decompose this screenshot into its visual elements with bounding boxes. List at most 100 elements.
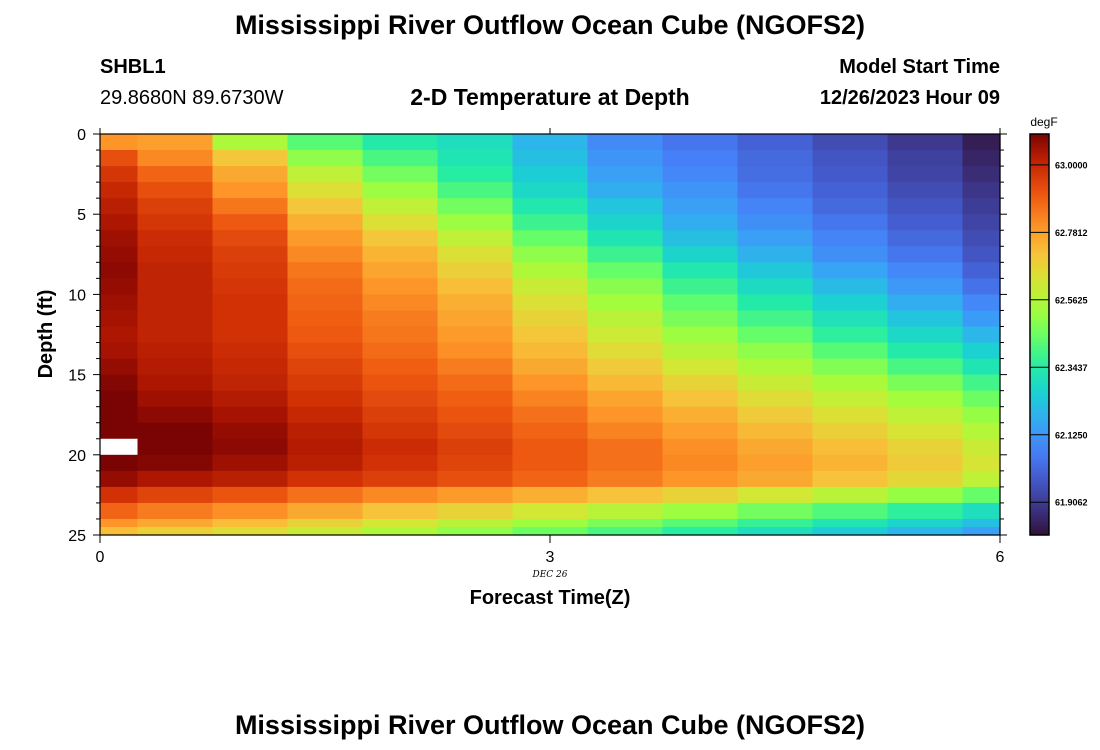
heatmap-cell	[137, 150, 214, 167]
heatmap-cell	[100, 486, 139, 504]
heatmap-cell	[287, 230, 364, 247]
heatmap-cell	[100, 422, 139, 440]
heatmap-cell	[212, 278, 289, 295]
heatmap-cell	[887, 246, 964, 263]
heatmap-cell	[662, 294, 739, 312]
heatmap-cell	[587, 454, 664, 472]
heatmap-cell	[287, 294, 364, 312]
heatmap-cell	[737, 326, 814, 344]
heatmap-cell	[812, 518, 889, 528]
heatmap-cell	[212, 326, 289, 344]
colorbar-tick-label: 61.9062	[1055, 498, 1088, 508]
heatmap-cell	[737, 454, 814, 472]
colorbar-tick-label: 62.3437	[1055, 363, 1088, 373]
heatmap-cell	[362, 182, 439, 199]
heatmap-cell	[437, 390, 514, 408]
heatmap-cell	[662, 278, 739, 295]
heatmap-cell	[437, 518, 514, 528]
y-tick-label: 15	[68, 368, 86, 385]
heatmap-cell	[662, 230, 739, 247]
heatmap-cell	[737, 374, 814, 392]
heatmap-cell	[287, 246, 364, 263]
heatmap-cell	[737, 166, 814, 183]
heatmap-cell	[812, 262, 889, 279]
heatmap-cell	[962, 134, 1001, 151]
heatmap-cell	[137, 166, 214, 183]
heatmap-cell	[662, 422, 739, 440]
heatmap-cell	[212, 342, 289, 360]
heatmap-cell	[100, 294, 139, 312]
heatmap-cell	[812, 246, 889, 263]
heatmap-cell	[362, 262, 439, 279]
heatmap-cell	[737, 422, 814, 440]
heatmap-cell	[662, 134, 739, 151]
heatmap-cell	[137, 454, 214, 472]
heatmap-cell	[287, 406, 364, 424]
heatmap-cell	[887, 198, 964, 215]
heatmap-cell	[587, 166, 664, 183]
heatmap-cell	[137, 502, 214, 520]
x-axis-date-label: DEC 26	[532, 570, 568, 580]
heatmap-cell	[587, 246, 664, 263]
y-axis-label: Depth (ft)	[35, 290, 57, 379]
heatmap-cell	[362, 198, 439, 215]
heatmap-cell	[887, 310, 964, 328]
heatmap-cell	[962, 150, 1001, 167]
heatmap-cell	[587, 230, 664, 247]
heatmap-cell	[137, 422, 214, 440]
heatmap-cell	[437, 342, 514, 360]
heatmap-cell	[962, 246, 1001, 263]
heatmap-cell	[887, 454, 964, 472]
heatmap-cell	[137, 198, 214, 215]
heatmap-cell	[887, 422, 964, 440]
heatmap-cell	[100, 182, 139, 199]
heatmap-cell	[512, 526, 589, 536]
heatmap-cell	[287, 486, 364, 504]
heatmap-cell	[362, 246, 439, 263]
heatmap-cell	[137, 438, 214, 456]
heatmap-cell	[437, 262, 514, 279]
heatmap-cell	[962, 502, 1001, 520]
model-start-label: Model Start Time	[839, 56, 1000, 78]
heatmap-cell	[212, 134, 289, 151]
heatmap-cell	[812, 358, 889, 376]
heatmap-cell	[812, 326, 889, 344]
heatmap-cell	[362, 470, 439, 488]
heatmap-cell	[737, 342, 814, 360]
heatmap-cell	[587, 470, 664, 488]
heatmap-cell	[287, 166, 364, 183]
heatmap-cell	[100, 278, 139, 295]
heatmap-cell	[887, 486, 964, 504]
heatmap-cell	[512, 502, 589, 520]
heatmap-cell	[212, 406, 289, 424]
heatmap-cell	[100, 518, 139, 528]
heatmap-cell	[662, 454, 739, 472]
heatmap-cell	[287, 182, 364, 199]
heatmap-cell	[137, 526, 214, 536]
plot-axes: 0 5 10 15 20 25 0 3 6	[68, 127, 1007, 566]
heatmap-cell	[887, 214, 964, 231]
heatmap-cell	[587, 518, 664, 528]
heatmap-cell	[887, 470, 964, 488]
heatmap-cell	[887, 230, 964, 247]
heatmap-cell	[662, 526, 739, 536]
heatmap-cell	[962, 374, 1001, 392]
heatmap-cell	[962, 262, 1001, 279]
heatmap-cell	[962, 438, 1001, 456]
heatmap-cell	[662, 262, 739, 279]
heatmap-cell	[287, 518, 364, 528]
heatmap-cell	[962, 470, 1001, 488]
heatmap-cell	[587, 358, 664, 376]
heatmap-cell	[287, 438, 364, 456]
heatmap-cell	[212, 470, 289, 488]
heatmap-cell	[662, 246, 739, 263]
heatmap-cell	[887, 406, 964, 424]
heatmap-cell	[962, 342, 1001, 360]
heatmap-cell	[737, 470, 814, 488]
heatmap-cell	[587, 214, 664, 231]
heatmap-cell	[512, 182, 589, 199]
y-tick-label: 5	[77, 207, 86, 224]
heatmap-cell	[887, 374, 964, 392]
y-tick-label: 25	[68, 528, 86, 545]
heatmap-cell	[212, 230, 289, 247]
